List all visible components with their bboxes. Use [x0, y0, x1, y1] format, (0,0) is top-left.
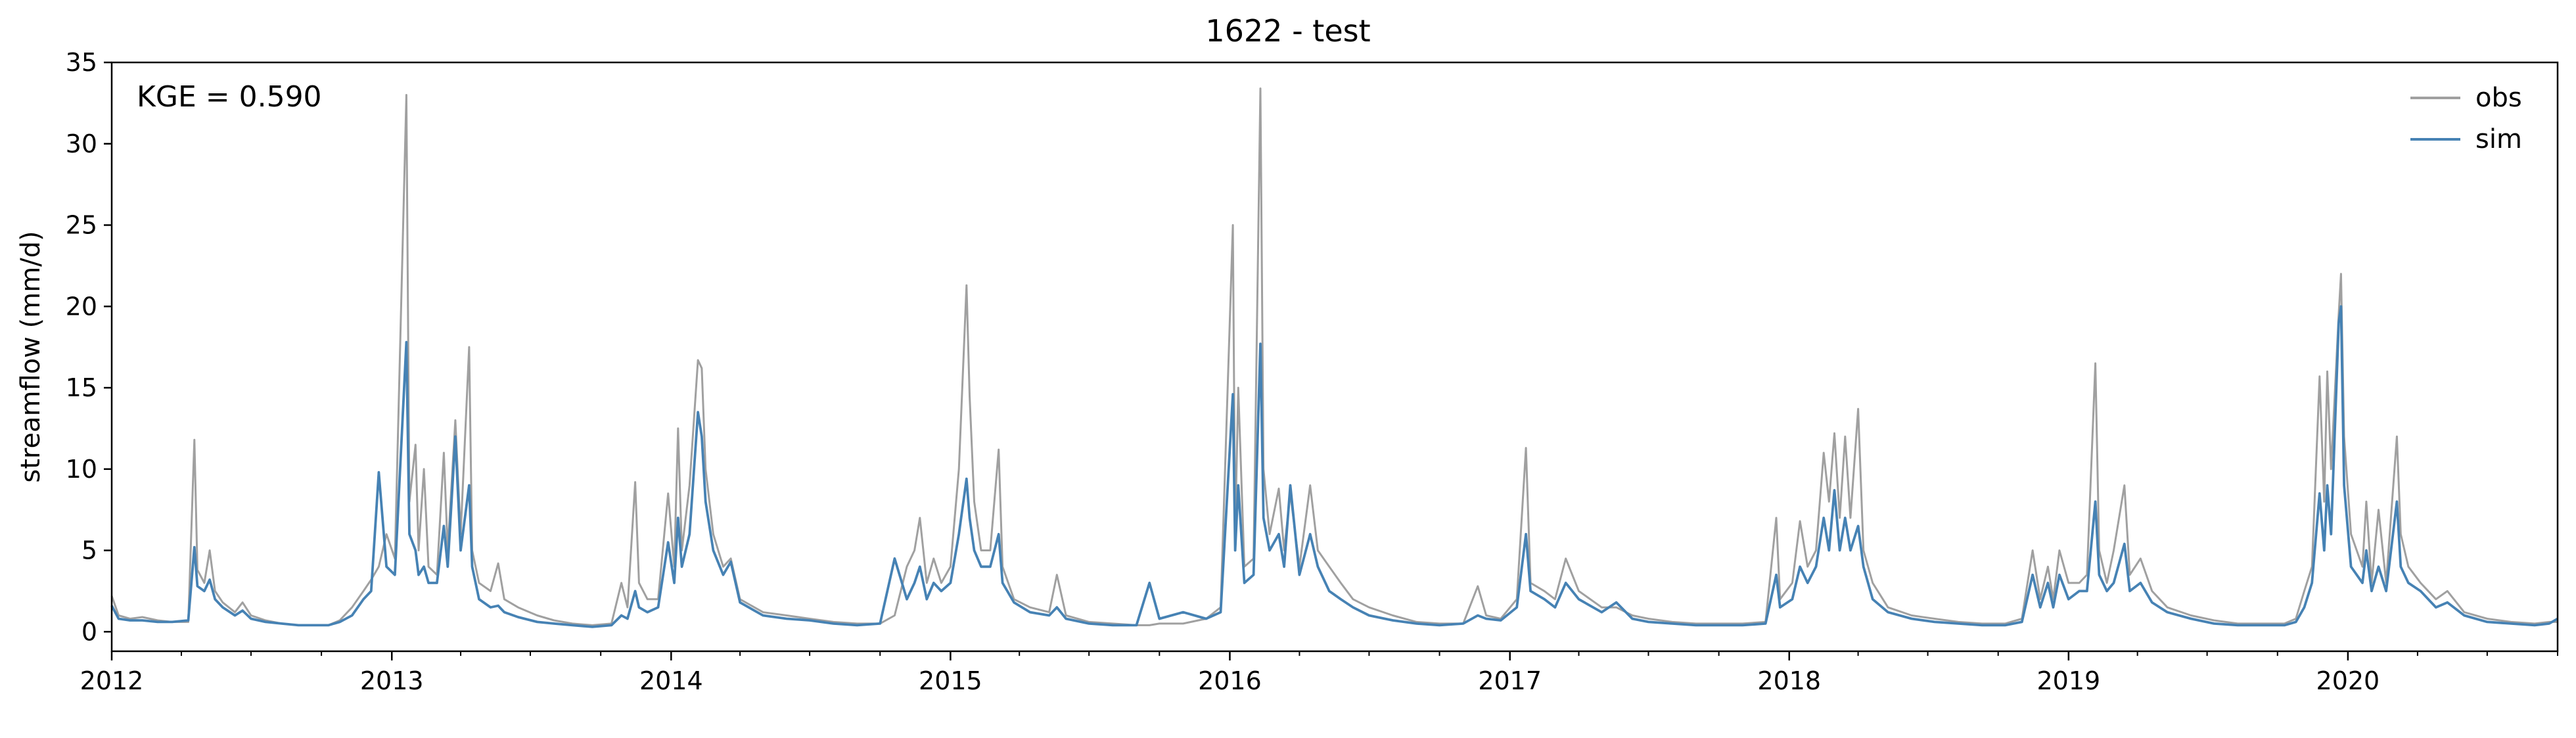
x-tick-label: 2013	[360, 666, 424, 695]
y-tick-label: 35	[66, 48, 97, 77]
x-tick-label: 2012	[80, 666, 144, 695]
axes-frame	[110, 61, 2559, 653]
legend-sim-label: sim	[2475, 124, 2522, 154]
y-tick-label: 30	[66, 129, 97, 158]
x-tick-label: 2015	[919, 666, 982, 695]
x-axis: 2012 2013 2014 2015 2016 2017 2018 2019 2020	[80, 651, 2558, 695]
y-axis: 0 5 10 15 20 25 30 35	[66, 48, 112, 646]
y-tick-label: 10	[66, 455, 97, 484]
series-line-sim	[110, 305, 2558, 628]
series-layer	[110, 87, 2558, 628]
kge-annotation: KGE = 0.590	[137, 80, 322, 114]
y-tick-label: 20	[66, 292, 97, 321]
x-tick-label: 2017	[1478, 666, 1542, 695]
x-tick-label: 2014	[639, 666, 703, 695]
x-tick-label: 2019	[2036, 666, 2100, 695]
chart-title: 1622 - test	[1205, 13, 1370, 49]
x-tick-label: 2020	[2316, 666, 2380, 695]
x-tick-label: 2016	[1198, 666, 1262, 695]
y-axis-label: streamflow (mm/d)	[16, 231, 46, 482]
y-tick-label: 15	[66, 373, 97, 402]
y-tick-label: 25	[66, 211, 97, 240]
x-tick-label: 2018	[1757, 666, 1821, 695]
y-tick-label: 0	[81, 617, 97, 646]
legend-obs-label: obs	[2475, 83, 2522, 113]
legend: obs sim	[2410, 83, 2522, 154]
y-tick-label: 5	[81, 536, 97, 565]
